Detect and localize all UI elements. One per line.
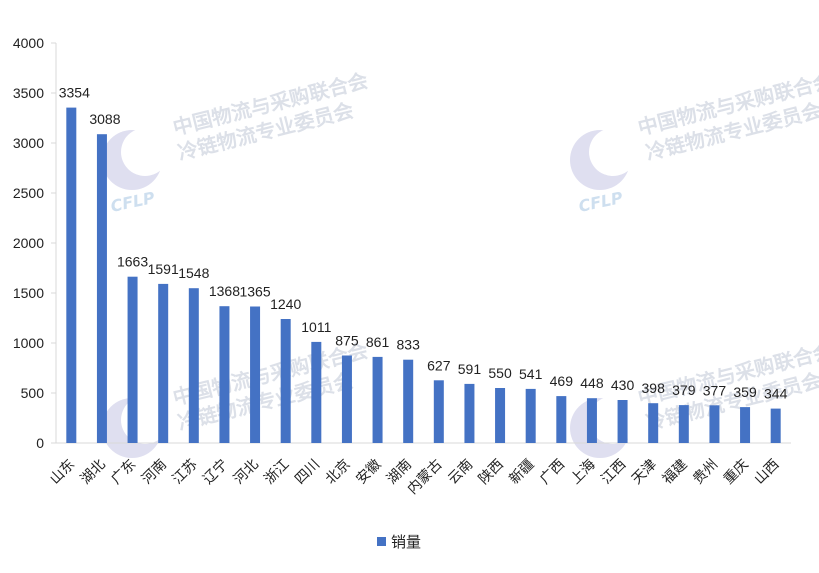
y-tick-label: 4000 — [13, 35, 44, 51]
y-tick-label: 3000 — [13, 135, 44, 151]
data-label: 591 — [458, 361, 482, 377]
category-label: 福建 — [660, 457, 691, 488]
category-label: 广西 — [537, 457, 568, 488]
bar — [464, 383, 475, 443]
data-label: 550 — [488, 365, 512, 381]
data-label: 359 — [733, 384, 757, 400]
bar — [648, 403, 659, 443]
watermark-logo-text: CFLP — [109, 188, 157, 216]
y-tick-label: 2500 — [13, 185, 44, 201]
data-label: 379 — [672, 382, 696, 398]
data-label: 875 — [335, 333, 359, 349]
bar — [219, 306, 230, 443]
category-label: 新疆 — [506, 457, 537, 488]
bar — [770, 408, 781, 443]
bar — [341, 355, 352, 443]
data-label: 430 — [611, 377, 635, 393]
category-label: 江西 — [598, 457, 629, 488]
data-label: 1365 — [239, 284, 270, 300]
category-label: 安徽 — [353, 457, 384, 488]
category-label: 浙江 — [261, 457, 292, 488]
bar — [740, 407, 751, 443]
bar — [678, 405, 689, 443]
bar — [709, 405, 720, 443]
data-label: 861 — [366, 334, 390, 350]
data-label: 1368 — [209, 283, 240, 299]
bar — [433, 380, 444, 443]
category-label: 陕西 — [476, 457, 507, 488]
category-label: 天津 — [629, 457, 660, 488]
data-label: 1011 — [301, 319, 331, 335]
bar — [556, 396, 567, 443]
category-label: 河南 — [139, 457, 170, 488]
category-label: 江苏 — [170, 457, 201, 488]
watermark-group-3: 中国物流与采购联合会 冷链物流专业委员会 — [102, 338, 370, 458]
axes: 0 500 1000 1500 2000 2500 3000 3500 4000 — [13, 35, 791, 451]
category-label: 四川 — [292, 457, 323, 488]
data-label: 398 — [642, 380, 666, 396]
category-label: 山东 — [47, 457, 78, 488]
bars — [66, 107, 781, 443]
bar — [158, 283, 169, 443]
data-label: 1663 — [117, 254, 148, 270]
data-label: 1591 — [148, 261, 179, 277]
bar — [495, 388, 506, 443]
legend-label: 销量 — [391, 533, 421, 551]
data-label: 469 — [550, 373, 574, 389]
category-label: 湖北 — [78, 457, 109, 488]
data-label: 541 — [519, 366, 543, 382]
data-label: 3354 — [59, 85, 90, 101]
data-label: 1240 — [270, 296, 301, 312]
data-label: 627 — [427, 357, 451, 373]
bar — [188, 288, 199, 443]
category-label: 上海 — [568, 457, 599, 488]
bar — [250, 306, 261, 443]
watermark-group-1: CFLP 中国物流与采购联合会 冷链物流专业委员会 — [102, 68, 370, 216]
bar — [311, 341, 322, 443]
category-label: 贵州 — [690, 457, 721, 488]
y-tick-label: 2000 — [13, 235, 44, 251]
category-labels: 山东 湖北 广东 河南 江苏 辽宁 河北 浙江 四川 北京 安徽 湖南内蒙古 云南 陕西 新疆 广西 上海 江西天… — [47, 456, 782, 498]
data-label: 448 — [580, 375, 604, 391]
legend: 销量 — [377, 533, 421, 551]
watermark: CFLP 中国物流与采购联合会 冷链物流专业委员会 CFLP 中国物流与采购联合… — [102, 68, 819, 458]
bar — [66, 107, 77, 443]
legend-swatch — [377, 537, 386, 546]
y-tick-label: 500 — [21, 385, 45, 401]
category-label: 广东 — [108, 457, 139, 488]
bar — [403, 359, 414, 443]
bar — [127, 276, 138, 443]
data-label: 344 — [764, 386, 788, 402]
data-label: 833 — [397, 337, 421, 353]
bar — [525, 388, 536, 443]
category-label: 重庆 — [721, 457, 752, 488]
data-label: 1548 — [178, 265, 209, 281]
category-label: 山西 — [751, 457, 782, 488]
y-tick-label: 3500 — [13, 85, 44, 101]
y-tick-label: 0 — [36, 435, 44, 451]
watermark-logo-text: CFLP — [577, 188, 625, 216]
y-tick-label: 1500 — [13, 285, 44, 301]
bar — [617, 400, 628, 443]
category-label: 云南 — [445, 457, 476, 488]
category-label: 北京 — [323, 457, 354, 488]
category-label: 内蒙古 — [405, 457, 446, 498]
bar — [96, 134, 107, 443]
bar — [586, 398, 597, 443]
watermark-group-2: CFLP 中国物流与采购联合会 冷链物流专业委员会 — [570, 68, 819, 216]
category-label: 辽宁 — [199, 456, 231, 488]
y-tick-label: 1000 — [13, 335, 44, 351]
data-label: 3088 — [89, 111, 120, 127]
data-label: 377 — [703, 382, 727, 398]
bar — [372, 356, 383, 443]
bar — [280, 319, 291, 443]
category-label: 河北 — [231, 457, 262, 488]
